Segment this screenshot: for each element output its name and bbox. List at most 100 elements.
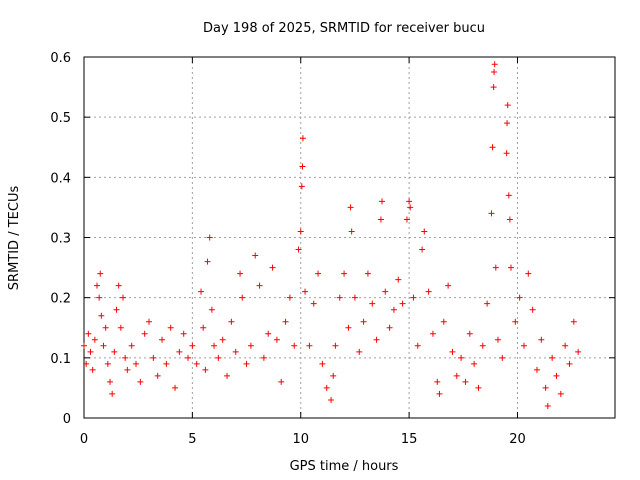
- data-point: [133, 360, 140, 367]
- data-point: [507, 264, 514, 271]
- data-point: [529, 306, 536, 313]
- grid: [84, 57, 615, 418]
- data-point: [232, 348, 239, 355]
- data-point: [562, 342, 569, 349]
- data-point: [260, 354, 267, 361]
- data-point: [185, 354, 192, 361]
- data-point: [504, 102, 511, 109]
- data-point: [265, 330, 272, 337]
- data-point: [395, 276, 402, 283]
- x-tick-label: 0: [80, 432, 88, 447]
- data-point: [172, 384, 179, 391]
- data-point: [224, 372, 231, 379]
- data-point: [193, 360, 200, 367]
- data-point: [479, 342, 486, 349]
- data-point: [176, 348, 183, 355]
- data-point: [83, 360, 90, 367]
- data-point: [360, 318, 367, 325]
- data-point: [492, 264, 499, 271]
- data-point: [102, 324, 109, 331]
- x-tick-label: 10: [292, 432, 309, 447]
- data-point: [499, 354, 506, 361]
- data-point: [506, 216, 513, 223]
- data-point: [390, 306, 397, 313]
- data-point: [484, 300, 491, 307]
- data-point: [471, 360, 478, 367]
- data-point: [282, 318, 289, 325]
- data-point: [345, 324, 352, 331]
- data-point: [87, 348, 94, 355]
- y-tick-label: 0.4: [50, 171, 71, 186]
- data-point: [330, 372, 337, 379]
- points: [81, 61, 582, 409]
- x-tick-label: 5: [188, 432, 196, 447]
- data-point: [299, 135, 306, 142]
- data-point: [124, 366, 131, 373]
- data-point: [299, 163, 306, 170]
- data-point: [247, 342, 254, 349]
- data-point: [421, 228, 428, 235]
- data-point: [429, 330, 436, 337]
- data-point: [364, 270, 371, 277]
- data-point: [445, 282, 452, 289]
- data-point: [237, 270, 244, 277]
- data-point: [198, 288, 205, 295]
- data-point: [208, 306, 215, 313]
- data-point: [419, 246, 426, 253]
- y-tick-label: 0: [63, 412, 71, 427]
- data-point: [302, 288, 309, 295]
- data-point: [553, 372, 560, 379]
- data-point: [351, 294, 358, 301]
- data-point: [504, 120, 511, 127]
- data-point: [491, 61, 498, 68]
- data-point: [475, 384, 482, 391]
- x-tick-label: 20: [509, 432, 526, 447]
- data-point: [141, 330, 148, 337]
- data-point: [215, 354, 222, 361]
- data-point: [269, 264, 276, 271]
- data-point: [128, 342, 135, 349]
- data-point: [228, 318, 235, 325]
- x-tick-label: 15: [401, 432, 418, 447]
- data-point: [494, 336, 501, 343]
- data-point: [94, 282, 101, 289]
- data-point: [117, 324, 124, 331]
- data-point: [458, 354, 465, 361]
- data-point: [137, 378, 144, 385]
- data-point: [347, 204, 354, 211]
- data-point: [538, 336, 545, 343]
- data-point: [399, 300, 406, 307]
- data-point: [491, 69, 498, 76]
- data-point: [549, 354, 556, 361]
- data-point: [516, 294, 523, 301]
- data-point: [252, 252, 259, 259]
- data-point: [97, 270, 104, 277]
- data-point: [286, 294, 293, 301]
- data-point: [96, 294, 103, 301]
- data-point: [91, 336, 98, 343]
- data-point: [544, 402, 551, 409]
- data-point: [98, 312, 105, 319]
- data-point: [449, 348, 456, 355]
- data-point: [189, 342, 196, 349]
- data-point: [295, 246, 302, 253]
- data-point: [505, 192, 512, 199]
- data-point: [414, 342, 421, 349]
- data-point: [462, 378, 469, 385]
- data-point: [453, 372, 460, 379]
- y-tick-label: 0.5: [50, 111, 71, 126]
- data-point: [211, 342, 218, 349]
- data-point: [348, 228, 355, 235]
- data-point: [319, 360, 326, 367]
- data-point: [163, 360, 170, 367]
- data-point: [115, 282, 122, 289]
- data-point: [566, 360, 573, 367]
- data-point: [425, 288, 432, 295]
- data-point: [204, 258, 211, 265]
- data-point: [107, 378, 114, 385]
- data-point: [407, 204, 414, 211]
- data-point: [373, 336, 380, 343]
- data-point: [122, 354, 129, 361]
- data-point: [120, 294, 127, 301]
